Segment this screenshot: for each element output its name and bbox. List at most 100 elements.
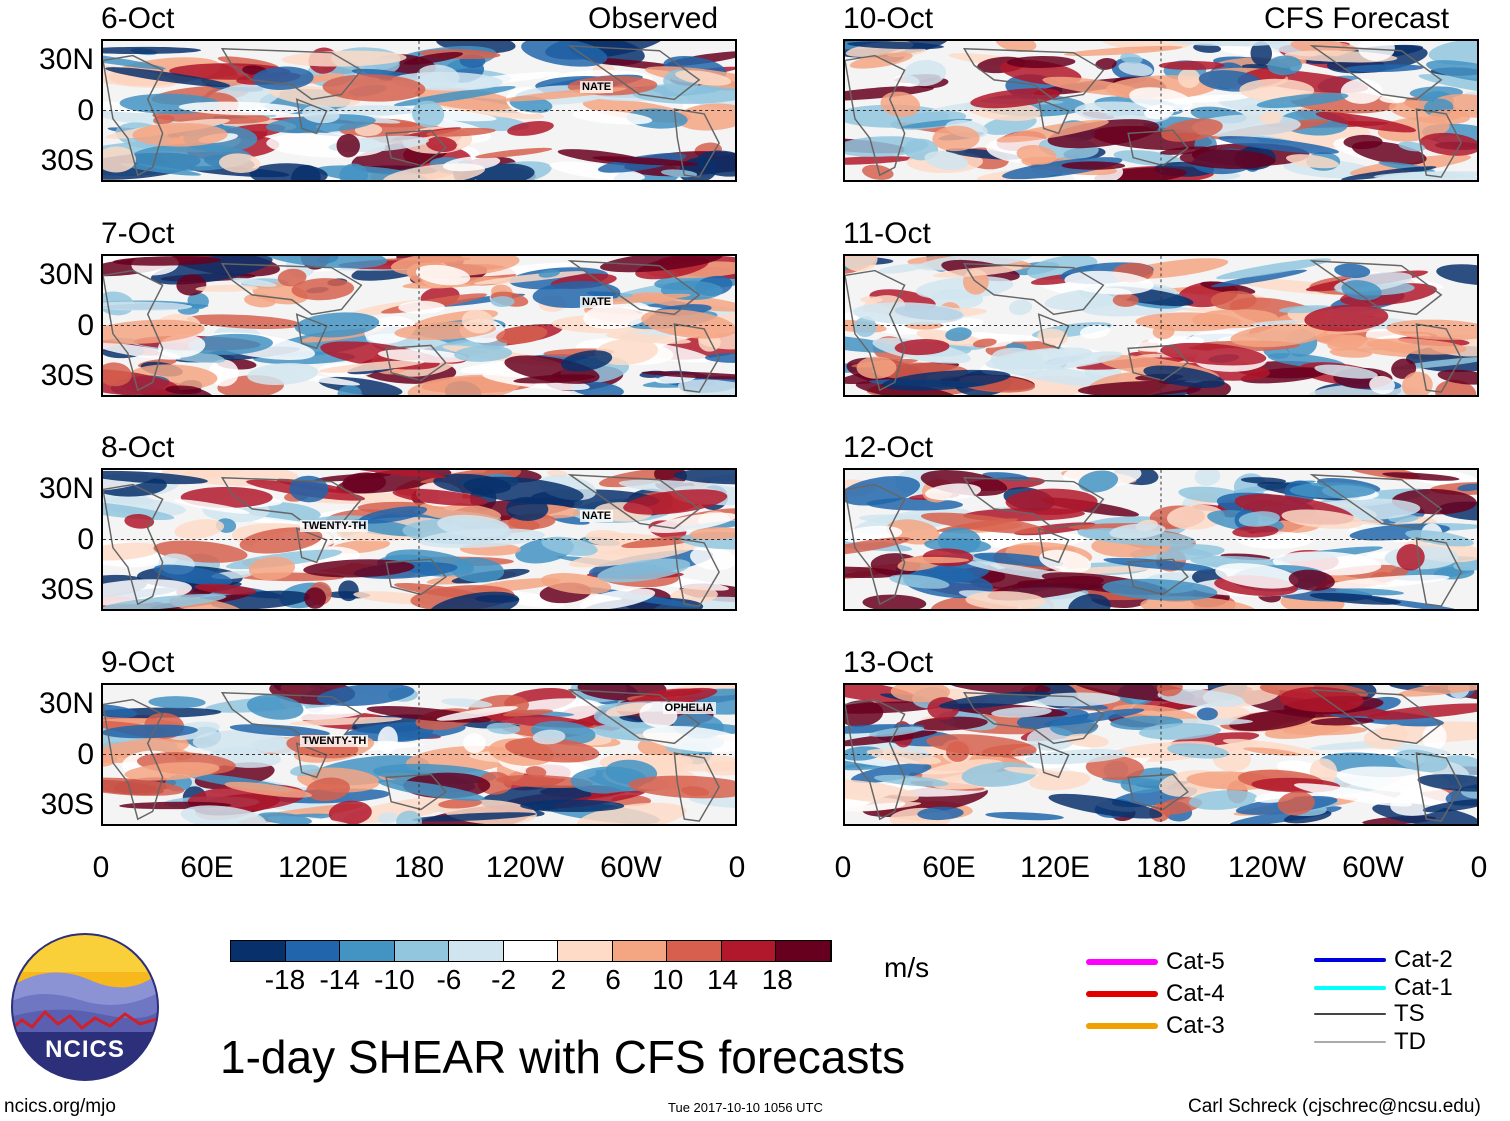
- shear-cell: [337, 385, 362, 395]
- panel-date-13-Oct: 13-Oct: [843, 646, 934, 679]
- shear-cell: [1358, 41, 1395, 62]
- coastline: [385, 129, 447, 167]
- shear-cell: [1382, 472, 1460, 481]
- shear-cell: [148, 696, 206, 709]
- shear-field-10-Oct: [845, 41, 1477, 180]
- shear-cell: [1194, 470, 1221, 486]
- shear-field-13-Oct: [845, 685, 1477, 824]
- shear-cell: [496, 325, 548, 344]
- shear-cell: [1267, 55, 1302, 76]
- shear-cell: [945, 685, 1051, 695]
- shear-cell: [1043, 708, 1145, 726]
- coastline: [845, 698, 906, 821]
- shear-cell: [105, 67, 231, 87]
- coastline: [1037, 742, 1070, 779]
- shear-map-9-Oct: TWENTY-TH OPHELIA: [101, 683, 737, 826]
- shear-cell: [339, 163, 369, 180]
- shear-cell: [304, 587, 326, 609]
- colorbar-tick-label: -18: [264, 964, 306, 995]
- footer-url[interactable]: ncics.org/mjo: [4, 1096, 116, 1117]
- shear-cell: [416, 64, 460, 89]
- coastline: [845, 483, 906, 606]
- shear-cell: [901, 556, 970, 564]
- shear-cell: [358, 506, 428, 524]
- shear-cell: [572, 110, 653, 125]
- shear-map-7-Oct: NATE: [101, 254, 737, 397]
- shear-cell: [1288, 569, 1335, 591]
- shear-cell: [970, 88, 1061, 109]
- shear-cell: [678, 379, 735, 395]
- coastline: [1037, 527, 1070, 564]
- lat-tick-label: 30N: [38, 471, 94, 505]
- shear-cell: [1334, 263, 1371, 278]
- shear-field-12-Oct: [845, 470, 1477, 609]
- shear-cell: [377, 812, 399, 824]
- shear-cell: [289, 475, 329, 503]
- shear-cell: [925, 483, 981, 501]
- shear-cell: [178, 101, 301, 116]
- lat-tick-label: 0: [77, 737, 94, 771]
- shear-cell: [1394, 749, 1448, 773]
- shear-cell: [252, 66, 314, 90]
- shear-cell: [103, 64, 177, 88]
- shear-cell: [1063, 45, 1183, 56]
- legend-line-Cat-1: [1314, 986, 1386, 990]
- shear-cell: [1343, 64, 1425, 73]
- shear-cell: [322, 74, 426, 102]
- shear-cell: [1102, 578, 1218, 601]
- colorbar-swatch: [776, 941, 832, 961]
- coastline: [295, 98, 328, 135]
- shear-cell: [847, 41, 944, 50]
- shear-cell: [464, 262, 577, 277]
- shear-cell: [1398, 141, 1426, 152]
- shear-cell: [378, 779, 485, 801]
- shear-cell: [1077, 380, 1203, 395]
- shear-cell: [605, 702, 653, 717]
- legend-label-TD: TD: [1394, 1028, 1426, 1055]
- colorbar-swatch: [558, 941, 613, 961]
- shear-cell: [187, 333, 273, 355]
- shear-cell: [605, 332, 691, 344]
- shear-cell: [1340, 78, 1383, 104]
- observed-label: Observed: [588, 2, 719, 35]
- coastline: [1415, 323, 1462, 393]
- colorbar-swatch: [285, 941, 341, 961]
- shear-field-11-Oct: [845, 256, 1477, 395]
- lon-tick-label: 180: [393, 851, 445, 884]
- coastline: [1127, 773, 1189, 811]
- shear-cell: [1037, 328, 1069, 346]
- shear-cell: [1215, 563, 1299, 589]
- shear-cell: [913, 716, 988, 731]
- shear-cell: [1222, 738, 1321, 756]
- storm-label: NATE: [580, 510, 614, 523]
- shear-cell: [450, 557, 505, 583]
- colorbar-tick-label: -2: [491, 964, 517, 995]
- shear-cell: [1315, 111, 1417, 133]
- lon-tick-label: 120W: [1227, 851, 1307, 884]
- legend-label-Cat-4: Cat-4: [1166, 980, 1225, 1007]
- coastline: [1037, 313, 1070, 350]
- shear-cell: [475, 147, 553, 159]
- coastline: [1127, 344, 1189, 382]
- colorbar-tick-label: 14: [706, 964, 739, 995]
- colorbar-swatch: [231, 941, 286, 961]
- lon-tick-label: 120W: [485, 851, 565, 884]
- shear-cell: [412, 812, 536, 822]
- shear-cell: [1210, 290, 1257, 311]
- shear-cell: [945, 327, 972, 342]
- shear-cell: [1085, 755, 1144, 781]
- lat-tick-label: 30S: [40, 573, 94, 607]
- shear-cell: [845, 700, 884, 727]
- shear-cell: [1279, 686, 1364, 713]
- shear-cell: [124, 762, 220, 781]
- shear-cell: [103, 362, 132, 387]
- shear-cell: [454, 345, 513, 362]
- shear-cell: [1304, 304, 1389, 332]
- shear-cell: [124, 513, 155, 529]
- coastline: [1037, 98, 1070, 135]
- shear-cell: [1437, 369, 1477, 385]
- colorbar-swatch: [721, 941, 777, 961]
- lat-tick-label: 30N: [38, 257, 94, 291]
- shear-cell: [174, 519, 225, 539]
- shear-cell: [343, 796, 462, 824]
